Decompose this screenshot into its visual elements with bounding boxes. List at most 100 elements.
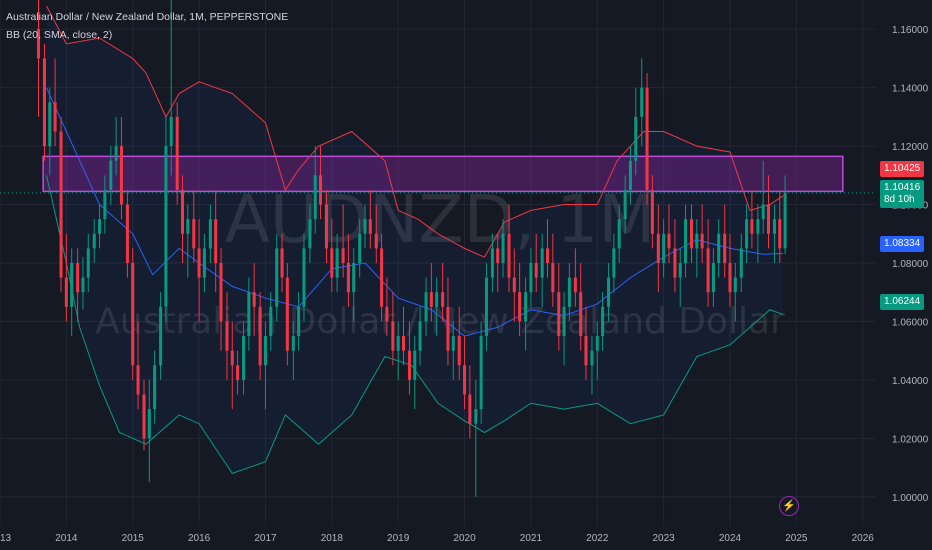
watermark-name: Australian Dollar / New Zealand Dollar — [95, 301, 785, 342]
price-tick-label: 1.08000 — [892, 259, 929, 270]
candle-body — [247, 292, 251, 337]
candle-body — [745, 219, 749, 249]
candle-body — [103, 189, 107, 220]
candle-body — [772, 219, 776, 234]
candle-body — [507, 233, 511, 278]
candle-body — [623, 189, 627, 220]
candle-body — [380, 248, 384, 307]
candle-body — [512, 277, 516, 293]
candle-body — [656, 233, 660, 263]
candle-body — [612, 248, 616, 278]
candle-body — [645, 87, 649, 190]
candle-body — [109, 160, 113, 190]
candle-body — [225, 321, 229, 351]
candle-body — [490, 248, 494, 278]
countdown: 8d 10h — [884, 194, 915, 205]
candle-body — [285, 277, 289, 351]
candle-body — [391, 321, 395, 351]
candle-body — [607, 277, 611, 307]
candle-body — [263, 336, 267, 366]
candle-body — [579, 292, 583, 337]
candle-body — [573, 277, 577, 293]
candle-body — [302, 248, 306, 307]
candle-body — [252, 292, 256, 307]
candle-body — [628, 160, 632, 190]
candle-body — [407, 350, 411, 380]
candle-body — [114, 146, 118, 161]
price-tick-label: 1.14000 — [892, 84, 929, 95]
time-tick-label: 2026 — [852, 533, 875, 544]
candle-body — [70, 263, 74, 307]
candle-body — [700, 233, 704, 249]
bb-basis-badge: 1.08334 — [880, 236, 925, 252]
candle-body — [446, 306, 450, 351]
candle-body — [214, 219, 218, 263]
candle-body — [147, 409, 151, 439]
candle-body — [76, 263, 80, 293]
candlestick-series — [36, 0, 787, 497]
candle-body — [562, 306, 566, 337]
candle-body — [689, 219, 694, 249]
candle-body — [297, 306, 301, 337]
time-axis[interactable]: 2013 2014 2015 2016 2017 2018 2019 2020 2021 2022… — [0, 526, 932, 550]
candle-body — [684, 219, 688, 263]
lightning-icon[interactable]: ⚡ — [779, 496, 799, 516]
candle-body — [53, 102, 57, 132]
last-price-badge: 1.10416 8d 10h — [880, 180, 925, 208]
candle-body — [81, 277, 85, 293]
candle-body — [518, 292, 522, 322]
symbol-title[interactable]: Australian Dollar / New Zealand Dollar, … — [6, 11, 289, 23]
candle-body — [202, 248, 206, 278]
candle-body — [164, 146, 168, 307]
candle-body — [496, 248, 500, 263]
candle-body — [159, 306, 163, 366]
time-tick-label: 2016 — [188, 533, 211, 544]
time-tick-label: 2017 — [254, 533, 277, 544]
candle-body — [346, 263, 350, 293]
candle-body — [119, 146, 123, 205]
candle-body — [595, 336, 599, 351]
candle-body — [728, 263, 732, 293]
candle-body — [352, 263, 356, 293]
candle-body — [313, 175, 317, 220]
candle-body — [153, 365, 157, 410]
candle-body — [330, 248, 334, 278]
candle-body — [534, 263, 538, 278]
candle-body — [418, 321, 422, 351]
candle-body — [662, 233, 666, 263]
watermark: AUDNZD, 1M Australian Dollar / New Zeala… — [95, 181, 785, 342]
candle-body — [280, 248, 284, 278]
candle-body — [441, 292, 445, 307]
bb-lower-badge: 1.06244 — [880, 294, 925, 310]
candle-body — [341, 248, 345, 263]
time-tick-label: 2021 — [520, 533, 543, 544]
time-tick-label: 2025 — [785, 533, 808, 544]
candle-body — [401, 336, 406, 351]
resistance-zone[interactable] — [42, 155, 844, 193]
candle-body — [258, 306, 262, 366]
candle-body — [59, 131, 63, 278]
candle-body — [739, 248, 743, 278]
candle-body — [733, 277, 737, 293]
zone-top-price: 1.10425 — [884, 163, 921, 174]
candle-body — [197, 248, 201, 278]
time-tick-label: 2018 — [321, 533, 344, 544]
candle-body — [783, 192, 787, 249]
candle-body — [634, 116, 638, 161]
bb-band-area — [46, 5, 784, 474]
candle-body — [230, 350, 234, 366]
indicator-title[interactable]: BB (20, SMA, close, 2) — [6, 29, 113, 41]
price-tick-label: 1.02000 — [892, 434, 929, 445]
price-axis[interactable]: 1.000001.020001.040001.060001.080001.100… — [876, 0, 932, 550]
candle-body — [756, 219, 760, 234]
candle-body — [479, 336, 483, 410]
candle-body — [142, 394, 146, 439]
candle-body — [551, 263, 555, 293]
zone-top-price-badge: 1.10425 — [880, 161, 925, 177]
candle-body — [673, 248, 677, 278]
time-tick-label: 2015 — [122, 533, 145, 544]
candle-body — [136, 365, 140, 395]
candle-body — [236, 365, 240, 380]
price-axis-bg — [876, 0, 932, 550]
